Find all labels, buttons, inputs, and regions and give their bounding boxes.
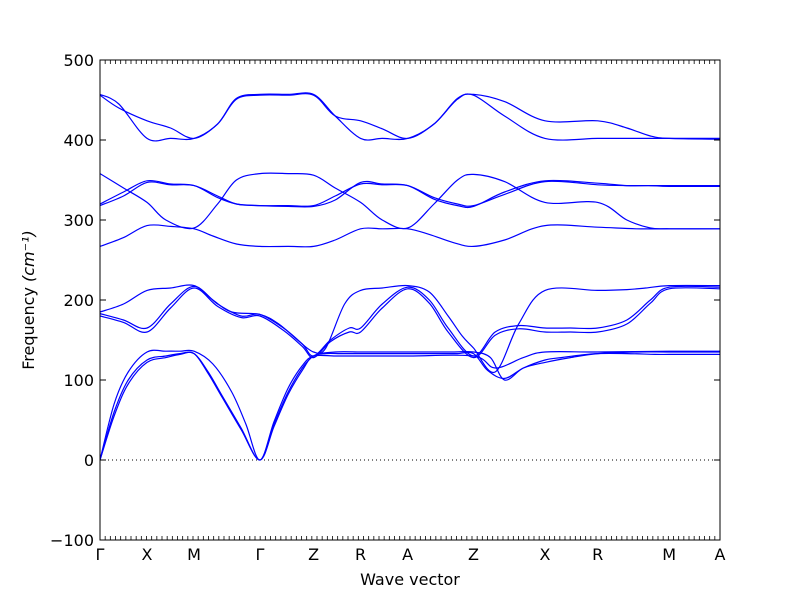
- y-axis-label: Frequency (cm⁻¹): [19, 230, 38, 369]
- y-tick-label: 400: [63, 131, 94, 150]
- x-tick-label: Γ: [96, 545, 105, 564]
- band-line-1: [100, 351, 720, 461]
- x-tick-label: X: [540, 545, 551, 564]
- y-tick-label: 300: [63, 211, 94, 230]
- x-tick-label: Γ: [255, 545, 264, 564]
- band-line-2: [100, 350, 720, 461]
- plot-frame: [99, 59, 721, 541]
- axes: −100 0 100 200 300 400 500 Γ X M Γ Z R A Z X R M A: [50, 51, 725, 564]
- y-tick-label: 500: [63, 51, 94, 70]
- x-tick-label: R: [592, 545, 603, 564]
- x-tick-label: M: [187, 545, 201, 564]
- y-tick-label: 0: [84, 451, 94, 470]
- band-line-10: [100, 179, 720, 209]
- y-tick-label: 200: [63, 291, 94, 310]
- x-tick-label: A: [402, 545, 413, 564]
- band-line-5: [100, 285, 720, 357]
- band-line-4: [100, 284, 720, 373]
- y-tick-label: −100: [50, 531, 94, 550]
- y-tick-label: 100: [63, 371, 94, 390]
- band-line-6: [100, 287, 720, 359]
- x-tick-label: A: [715, 545, 726, 564]
- x-tick-label: R: [355, 545, 366, 564]
- y-axis-label-unit: (cm⁻¹): [19, 230, 38, 282]
- band-line-12: [100, 93, 720, 141]
- plot-area: [100, 92, 720, 461]
- band-line-8: [100, 172, 720, 230]
- x-axis-label: Wave vector: [360, 570, 460, 589]
- x-tick-label: X: [142, 545, 153, 564]
- y-axis-label-text: Frequency: [19, 287, 38, 370]
- band-line-3: [100, 349, 720, 461]
- x-tick-label: Z: [468, 545, 479, 564]
- band-line-11: [100, 92, 720, 142]
- x-tick-label: Z: [308, 545, 319, 564]
- x-tick-label: M: [662, 545, 676, 564]
- band-line-7: [100, 224, 720, 248]
